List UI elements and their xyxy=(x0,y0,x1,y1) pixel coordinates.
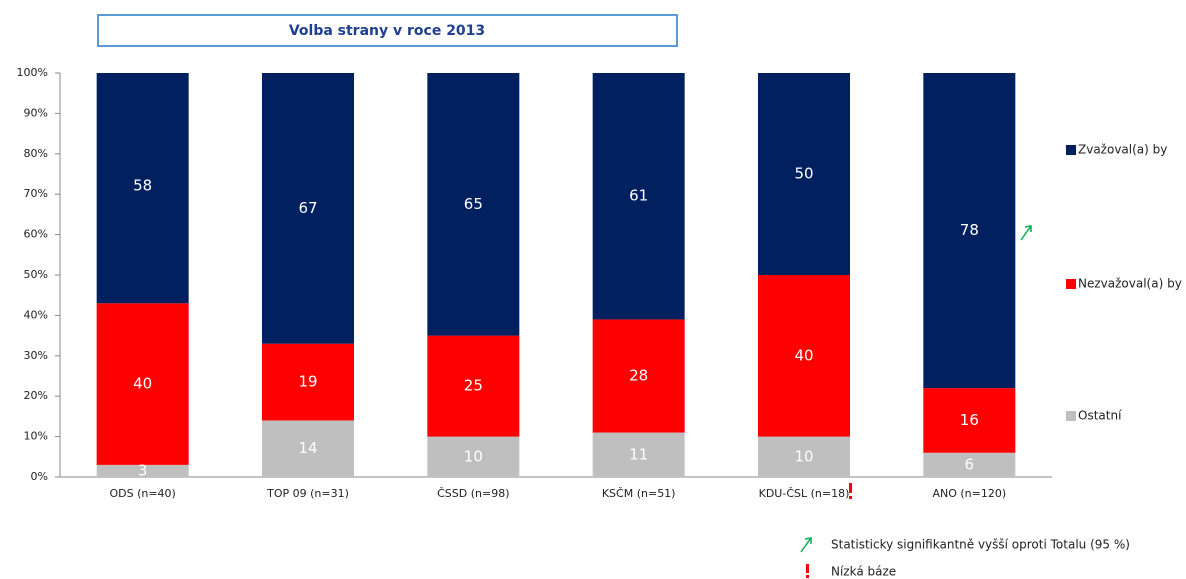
data-label: 14 xyxy=(298,439,317,457)
y-tick-label: 60% xyxy=(24,228,48,241)
data-label: 61 xyxy=(629,187,648,205)
y-tick-label: 0% xyxy=(31,470,48,483)
x-tick-label: TOP 09 (n=31) xyxy=(266,487,349,500)
bar-segment xyxy=(427,436,520,477)
low-base-mark xyxy=(849,483,852,499)
data-label: 6 xyxy=(965,455,975,473)
bar-segment xyxy=(923,388,1016,453)
y-tick-label: 70% xyxy=(24,187,48,200)
footnote: Statisticky signifikantně vyšší oproti T… xyxy=(831,538,1130,552)
y-tick-label: 20% xyxy=(24,389,48,402)
x-tick-label: ODS (n=40) xyxy=(109,487,175,500)
bars xyxy=(96,73,1016,477)
bar-segment xyxy=(262,343,354,421)
bar-segment xyxy=(427,335,520,437)
legend-swatch xyxy=(1066,279,1076,289)
bar-segment xyxy=(427,73,520,336)
legend-label: Nezvažoval(a) by xyxy=(1078,277,1182,291)
x-tick-label: ANO (n=120) xyxy=(932,487,1006,500)
bar-segment xyxy=(592,73,685,320)
footnote: Nízká báze xyxy=(831,565,896,579)
legend-label: Ostatní xyxy=(1078,409,1122,423)
footnote-arrow xyxy=(800,537,812,553)
x-tick-label: ČSSD (n=98) xyxy=(437,487,509,500)
bar-segment xyxy=(923,73,1016,389)
data-label: 3 xyxy=(138,461,148,479)
data-label: 78 xyxy=(960,221,979,239)
legend-swatch xyxy=(1066,411,1076,421)
bar-segment xyxy=(758,436,850,477)
bar-segment xyxy=(262,73,354,344)
data-label: 67 xyxy=(298,199,317,217)
y-tick-label: 100% xyxy=(17,66,48,79)
bar-segment xyxy=(758,275,850,437)
data-label: 58 xyxy=(133,177,152,195)
footnote-mark xyxy=(806,564,809,578)
significance-arrow xyxy=(1020,225,1032,241)
data-label: 16 xyxy=(960,411,979,429)
data-label: 40 xyxy=(794,346,813,364)
bar-segment xyxy=(758,73,850,275)
x-tick-label: KDU-ČSL (n=18) xyxy=(759,487,850,500)
data-label: 65 xyxy=(464,195,483,213)
y-tick-label: 50% xyxy=(24,268,48,281)
bar-segment xyxy=(592,432,685,477)
data-label: 19 xyxy=(298,373,317,391)
bar-segment xyxy=(262,420,354,477)
y-tick-label: 80% xyxy=(24,147,48,160)
y-tick-label: 30% xyxy=(24,349,48,362)
x-tick-label: KSČM (n=51) xyxy=(602,487,676,500)
data-label: 28 xyxy=(629,367,648,385)
y-tick-label: 90% xyxy=(24,106,48,119)
data-label: 10 xyxy=(794,447,813,465)
data-label: 10 xyxy=(464,447,483,465)
y-tick-label: 40% xyxy=(24,308,48,321)
bar-segment xyxy=(96,303,189,465)
legend-swatch xyxy=(1066,145,1076,155)
chart-title: Volba strany v roce 2013 xyxy=(289,23,485,39)
title-box xyxy=(97,14,678,47)
bar-segment xyxy=(96,464,189,477)
bar-segment xyxy=(923,452,1016,477)
bar-segment xyxy=(592,319,685,433)
data-label: 50 xyxy=(794,165,813,183)
data-label: 11 xyxy=(629,445,648,463)
legend-label: Zvažoval(a) by xyxy=(1078,143,1167,157)
y-tick-label: 10% xyxy=(24,430,48,443)
bar-segment xyxy=(96,73,189,304)
data-label: 25 xyxy=(464,377,483,395)
data-label: 40 xyxy=(133,375,152,393)
